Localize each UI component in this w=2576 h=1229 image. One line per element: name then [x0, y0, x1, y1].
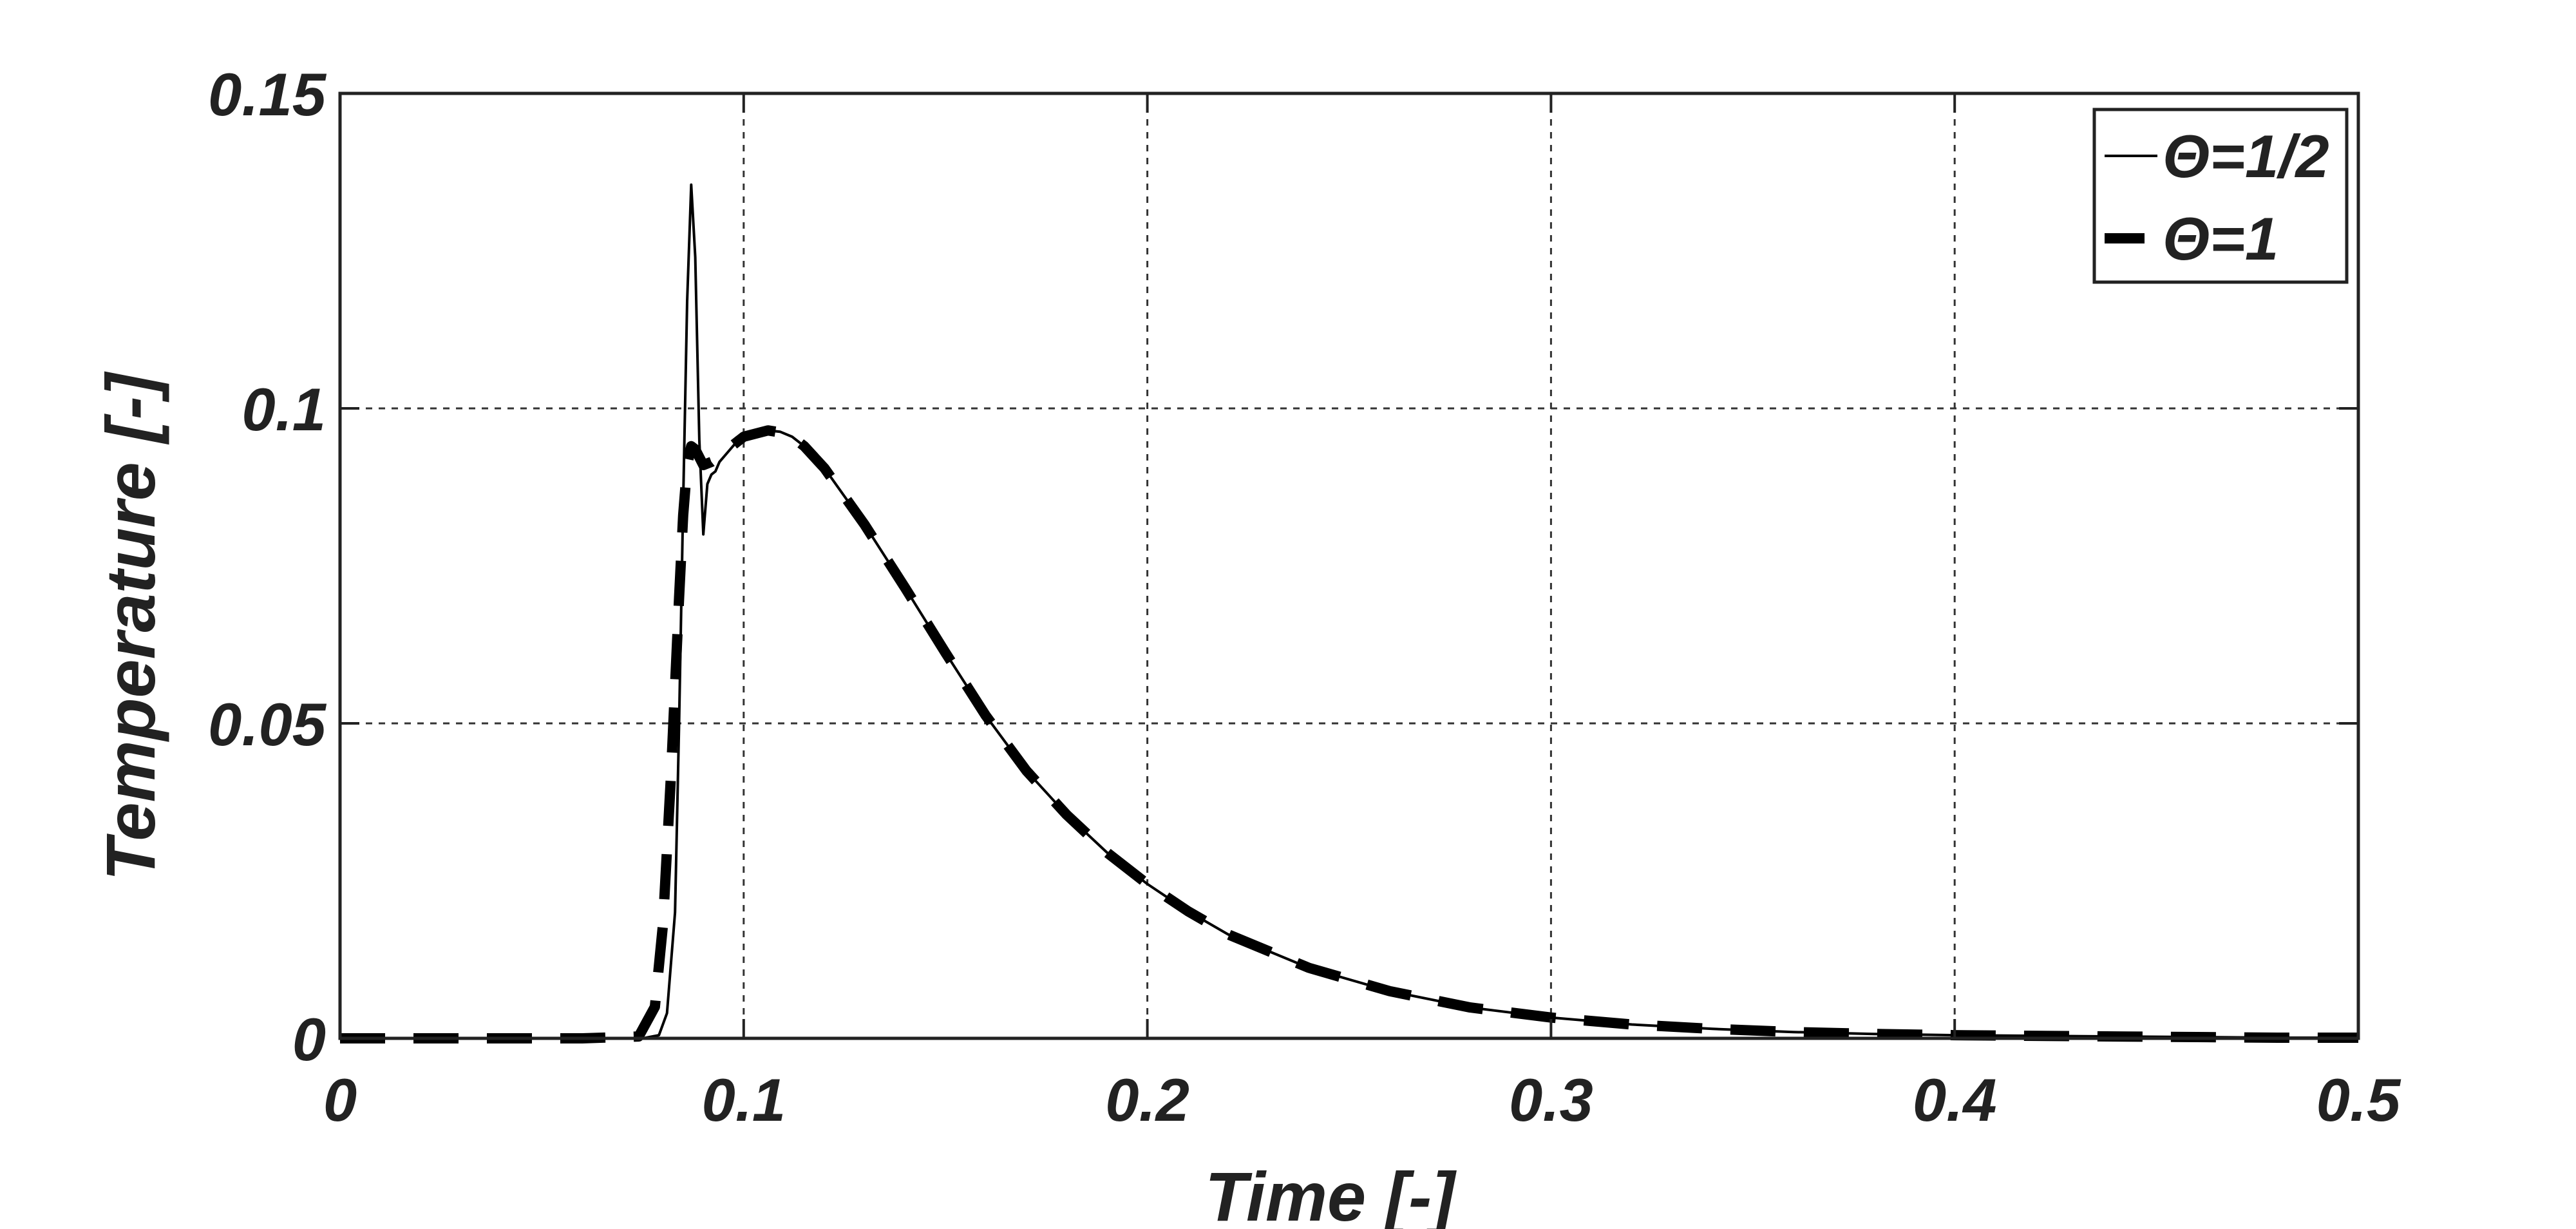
x-tick-label: 0 [323, 1066, 357, 1134]
legend: Θ=1/2 Θ=1 [2092, 108, 2349, 284]
y-tick-label: 0.1 [242, 376, 326, 443]
y-tick-label: 0 [292, 1005, 326, 1073]
legend-box [2092, 108, 2349, 284]
y-tick-labels: 0 0.05 0.1 0.15 [208, 61, 327, 1073]
x-tick-label: 0.3 [1509, 1066, 1593, 1134]
x-tick-label: 0.5 [2316, 1066, 2401, 1134]
y-tick-label: 0.05 [208, 691, 327, 758]
plot-area-frame [338, 91, 2360, 1040]
legend-label-theta-half: Θ=1/2 [2163, 122, 2329, 190]
plot-series [340, 183, 2358, 1043]
x-tick-label: 0.2 [1105, 1066, 1189, 1134]
legend-label-theta-one: Θ=1 [2163, 205, 2278, 272]
x-tick-label: 0.4 [1913, 1066, 1997, 1134]
y-axis-label: Temperature [-] [91, 371, 169, 881]
x-tick-labels: 0 0.1 0.2 0.3 0.4 0.5 [323, 1066, 2401, 1134]
series-line-theta-half [340, 183, 2358, 1040]
x-tick-label: 0.1 [701, 1066, 786, 1134]
tick-marks [339, 92, 2360, 1040]
y-tick-label: 0.15 [208, 61, 327, 128]
x-axis-label: Time [-] [1205, 1158, 1457, 1229]
